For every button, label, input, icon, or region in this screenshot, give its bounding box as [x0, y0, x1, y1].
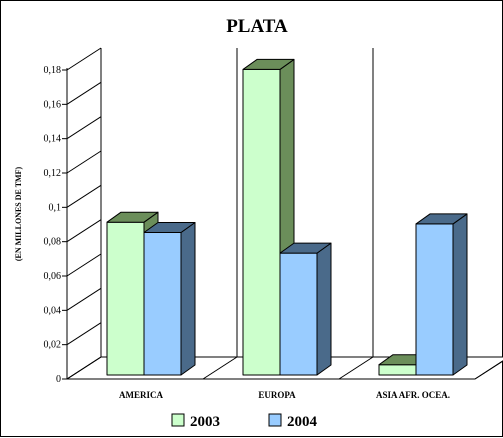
legend-swatch-2003 [171, 413, 185, 427]
y-tick-label: 0,04 [44, 305, 62, 316]
bar-2004-front [415, 223, 454, 376]
category-label: EUROPA [258, 390, 296, 400]
y-tick-depth [66, 219, 102, 243]
bar-2004-top [279, 242, 332, 254]
bar-2003-front [242, 68, 281, 376]
y-tick-label: 0,1 [49, 202, 62, 213]
y-tick-depth [66, 116, 102, 140]
bar-2004-side [180, 222, 196, 376]
y-tick-label: 0,08 [44, 237, 62, 248]
y-tick-label: 0,16 [44, 99, 62, 110]
bar-2004-front [143, 232, 182, 376]
y-tick-depth [66, 47, 102, 71]
y-tick-depth [66, 322, 102, 346]
y-tick-label: 0,14 [44, 134, 62, 145]
y-tick-depth [66, 287, 102, 311]
y-axis-label: (EN MILLONES DE TMF) [14, 167, 23, 262]
floor-divider [338, 356, 374, 380]
y-tick-label: 0,06 [44, 271, 62, 282]
y-tick-label: 0 [56, 374, 61, 385]
y-tick-label: 0,02 [44, 340, 62, 351]
y-tick-depth [66, 253, 102, 277]
legend-label-2003: 2003 [190, 414, 220, 430]
legend-label-2004: 2004 [287, 414, 318, 430]
bar-2004-top [415, 213, 468, 225]
y-tick-depth [66, 184, 102, 208]
bar-2003-front [378, 364, 417, 376]
category-label: ASIA AFR. OCEA. [376, 390, 450, 400]
y-tick-label: 0,12 [44, 168, 62, 179]
bar-2004-side [316, 242, 332, 376]
bar-2004-front [279, 252, 318, 376]
bar-2004-top [143, 222, 196, 234]
bar-2003-top [242, 58, 295, 70]
y-tick-depth [66, 81, 102, 105]
floor-divider [202, 356, 238, 380]
chart-title: PLATA [226, 16, 288, 37]
bar-2003-front [106, 221, 145, 376]
y-tick-depth [66, 356, 102, 380]
floor-divider [474, 360, 503, 380]
bar-2004-side [452, 213, 468, 376]
y-tick-depth [66, 150, 102, 174]
legend-swatch-2004 [268, 413, 282, 427]
category-label: AMERICA [119, 390, 163, 400]
y-tick-label: 0,18 [44, 65, 62, 76]
bar-2003-top [106, 211, 159, 223]
